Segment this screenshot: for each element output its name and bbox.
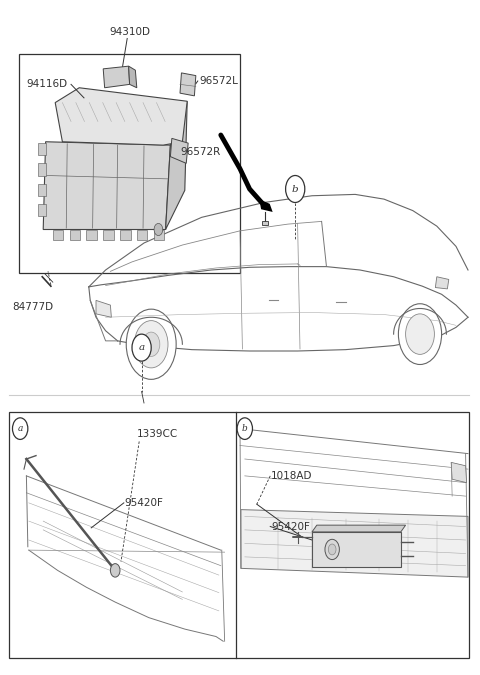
Text: 1339CC: 1339CC xyxy=(137,429,178,439)
Text: a: a xyxy=(139,343,144,352)
Bar xyxy=(9,412,469,658)
Bar xyxy=(38,143,46,155)
Polygon shape xyxy=(103,66,130,88)
Bar xyxy=(70,230,80,240)
Bar xyxy=(137,230,147,240)
Polygon shape xyxy=(241,510,468,577)
Bar xyxy=(19,54,240,273)
Polygon shape xyxy=(259,199,273,212)
Circle shape xyxy=(325,539,339,560)
Bar xyxy=(38,204,46,216)
Bar xyxy=(53,230,63,240)
Polygon shape xyxy=(180,73,196,96)
Bar xyxy=(86,230,97,240)
Circle shape xyxy=(134,321,168,368)
Polygon shape xyxy=(129,66,137,88)
Circle shape xyxy=(12,418,28,439)
Bar xyxy=(262,221,268,225)
Text: 96572L: 96572L xyxy=(199,76,238,86)
Circle shape xyxy=(110,564,120,577)
Text: 95420F: 95420F xyxy=(271,522,310,531)
Circle shape xyxy=(328,544,336,555)
Polygon shape xyxy=(435,277,449,289)
Bar xyxy=(154,230,164,240)
Bar xyxy=(38,163,46,176)
Circle shape xyxy=(143,332,160,356)
Circle shape xyxy=(406,314,434,354)
Text: 95420F: 95420F xyxy=(125,498,164,508)
Polygon shape xyxy=(43,142,170,230)
Text: 94310D: 94310D xyxy=(109,27,150,37)
Circle shape xyxy=(398,304,442,364)
Bar xyxy=(38,184,46,196)
Text: 84777D: 84777D xyxy=(12,302,53,312)
Polygon shape xyxy=(96,300,111,317)
Circle shape xyxy=(126,309,176,379)
Circle shape xyxy=(286,176,305,202)
Circle shape xyxy=(154,223,163,236)
Text: 1018AD: 1018AD xyxy=(271,471,312,481)
Bar xyxy=(312,532,401,567)
Text: b: b xyxy=(292,184,299,194)
Bar xyxy=(103,230,114,240)
Circle shape xyxy=(237,418,252,439)
Polygon shape xyxy=(166,101,187,230)
Bar xyxy=(120,230,131,240)
Text: 96572R: 96572R xyxy=(180,147,220,157)
Polygon shape xyxy=(170,138,188,163)
Circle shape xyxy=(132,334,151,361)
Text: a: a xyxy=(17,424,23,433)
Text: b: b xyxy=(242,424,248,433)
Polygon shape xyxy=(451,462,467,483)
Polygon shape xyxy=(312,525,406,532)
Text: 94116D: 94116D xyxy=(26,80,68,89)
Polygon shape xyxy=(55,88,187,145)
